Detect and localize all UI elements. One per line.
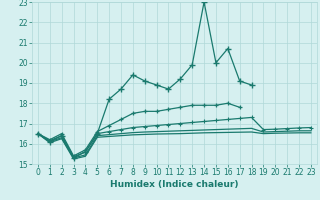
X-axis label: Humidex (Indice chaleur): Humidex (Indice chaleur) bbox=[110, 180, 239, 189]
